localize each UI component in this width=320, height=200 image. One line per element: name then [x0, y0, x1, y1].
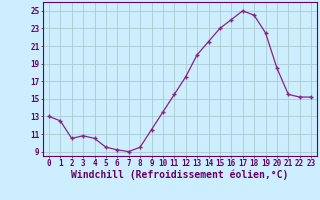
X-axis label: Windchill (Refroidissement éolien,°C): Windchill (Refroidissement éolien,°C) [71, 170, 289, 180]
